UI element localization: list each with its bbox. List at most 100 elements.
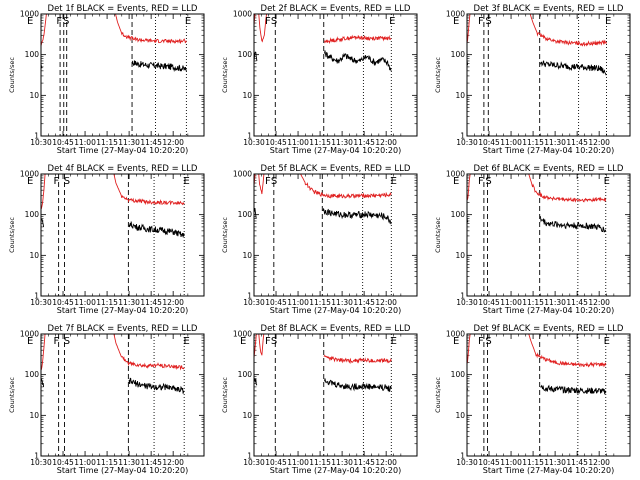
x-tick-label: 11:45 [140, 298, 162, 307]
marker-label: E [391, 336, 397, 347]
y-tick-label: 10 [29, 411, 39, 420]
y-tick-label: 10 [29, 91, 39, 100]
y-tick-label: 1000 [446, 330, 465, 339]
x-tick-label: 10:45 [478, 138, 500, 147]
x-axis-label: Start Time (27-May-04 10:20:20) [270, 306, 401, 315]
series-red-line [26, 365, 39, 370]
y-tick-label: 1 [460, 132, 465, 141]
x-axis-label: Start Time (27-May-04 10:20:20) [483, 306, 614, 315]
series-red-line [258, 14, 268, 43]
x-tick-label: 11:15 [309, 138, 331, 147]
x-tick-label: 11:45 [566, 298, 588, 307]
marker-label: E [27, 16, 33, 27]
series-red-line [115, 14, 187, 44]
chart-panel-1: Det 1f BLACK = Events, RED = LLD 1 10 100 10… [8, 4, 205, 155]
x-tick-label: 12:00 [375, 138, 397, 147]
x-tick-label: 10:30 [243, 298, 265, 307]
x-tick-label: 12:00 [162, 458, 184, 467]
series-red-line [300, 174, 392, 199]
x-tick-label: 11:30 [544, 138, 566, 147]
y-tick-label: 100 [238, 370, 253, 379]
marker-label: F [56, 16, 62, 27]
x-tick-label: 11:45 [353, 458, 375, 467]
x-tick-label: 11:30 [544, 458, 566, 467]
x-tick-label: 10:45 [265, 138, 287, 147]
series-black-line [452, 219, 463, 236]
series-red-line [452, 360, 463, 366]
marker-label: E [453, 176, 459, 187]
x-tick-label: 10:30 [456, 138, 478, 147]
x-tick-label: 11:30 [118, 298, 140, 307]
marker-label: F [478, 336, 484, 347]
chart-panel-5: Det 5f BLACK = Events, RED = LLD 1 10 100 10… [221, 164, 418, 315]
x-tick-label: 11:00 [287, 298, 309, 307]
series-red-line [324, 34, 392, 45]
plot-area [26, 334, 185, 456]
chart-panel-9: Det 9f BLACK = Events, RED = LLD 1 10 100 10… [434, 324, 631, 475]
x-tick-label: 11:15 [96, 138, 118, 147]
plot-frame [253, 13, 418, 137]
x-tick-label: 10:30 [456, 298, 478, 307]
marker-label: F [265, 336, 271, 347]
x-tick-label: 12:00 [588, 458, 610, 467]
x-tick-label: 10:45 [478, 298, 500, 307]
series-black-line [452, 61, 463, 77]
plot-area [254, 14, 392, 136]
series-black-line [254, 378, 258, 386]
y-axis-label: Counts/sec [221, 377, 229, 413]
marker-label: S [271, 176, 277, 187]
marker-label: E [27, 176, 33, 187]
marker-label: S [485, 336, 491, 347]
chart-title: Det 7f BLACK = Events, RED = LLD [48, 324, 198, 334]
y-tick-label: 10 [29, 251, 39, 260]
y-tick-label: 1000 [20, 170, 39, 179]
y-tick-label: 1000 [233, 330, 252, 339]
marker-label: F [53, 176, 59, 187]
x-axis-label: Start Time (27-May-04 10:20:20) [270, 146, 401, 155]
y-tick-label: 10 [455, 91, 465, 100]
marker-label: E [453, 16, 459, 27]
plot-frame [40, 173, 205, 297]
marker-label: E [183, 176, 189, 187]
y-tick-label: 100 [451, 370, 466, 379]
y-axis-label: Counts/sec [8, 377, 16, 413]
marker-label: S [485, 16, 491, 27]
y-tick-label: 100 [25, 210, 40, 219]
series-black-line [128, 377, 185, 394]
series-black-line [324, 50, 392, 72]
series-red-line [467, 334, 471, 367]
series-red-line [254, 174, 256, 189]
plot-frame [40, 333, 205, 457]
x-tick-label: 11:00 [500, 138, 522, 147]
x-tick-label: 11:30 [331, 138, 353, 147]
x-tick-label: 11:30 [118, 458, 140, 467]
series-black-line [452, 383, 463, 395]
x-tick-label: 10:45 [478, 458, 500, 467]
marker-label: F [478, 176, 484, 187]
marker-label: E [183, 336, 189, 347]
chart-title: Det 4f BLACK = Events, RED = LLD [48, 164, 198, 174]
chart-panel-3: Det 3f BLACK = Events, RED = LLD 1 10 100 10… [434, 4, 631, 155]
series-red-line [528, 334, 607, 368]
y-tick-label: 1 [247, 132, 252, 141]
marker-label: E [185, 16, 191, 27]
series-red-line [26, 202, 39, 207]
x-tick-label: 11:30 [331, 298, 353, 307]
x-tick-label: 11:30 [331, 458, 353, 467]
y-axis-label: Counts/sec [8, 217, 16, 253]
x-tick-label: 11:15 [309, 298, 331, 307]
chart-panel-2: Det 2f BLACK = Events, RED = LLD 1 10 100 10… [221, 4, 418, 155]
x-tick-label: 10:30 [30, 298, 52, 307]
series-red-line [467, 174, 471, 203]
chart-panel-6: Det 6f BLACK = Events, RED = LLD 1 10 100 10… [434, 164, 631, 315]
x-tick-label: 10:30 [456, 458, 478, 467]
plot-area [41, 14, 187, 136]
x-tick-label: 10:30 [243, 458, 265, 467]
y-axis-label: Counts/sec [434, 377, 442, 413]
marker-label: E [604, 176, 610, 187]
series-black-line [26, 377, 39, 395]
marker-label: S [64, 336, 70, 347]
y-tick-label: 1 [247, 292, 252, 301]
y-tick-label: 10 [242, 251, 252, 260]
